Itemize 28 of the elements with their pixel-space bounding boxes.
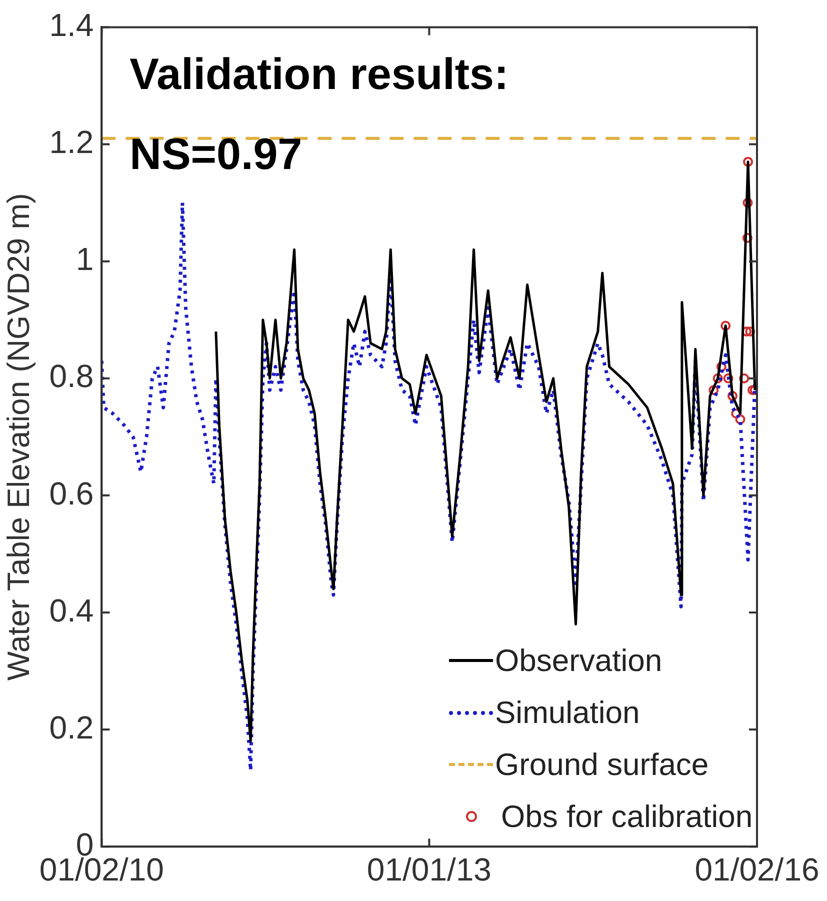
point (745, 326, 756, 337)
x-tick-label: 01/01/13 (366, 852, 492, 888)
y-tick-label: 0.4 (49, 592, 94, 628)
annotation: Validation results: (130, 50, 509, 100)
point (742, 232, 752, 243)
legend-label: Simulation (495, 694, 640, 731)
legend-label: Ground surface (495, 746, 709, 783)
point (720, 320, 731, 331)
point (735, 414, 746, 424)
x-tick-label: 01/02/16 (694, 852, 820, 888)
y-axis-title: Water Table Elevation (NGVD29 m) (1, 193, 36, 681)
point (712, 373, 723, 384)
y-tick-label: 1 (76, 241, 94, 278)
point (742, 326, 752, 337)
y-tick-label: 1.4 (49, 7, 94, 44)
point (723, 373, 734, 384)
legend-label: Observation (495, 642, 662, 679)
point (716, 362, 726, 372)
legend-label: Obs for calibration (501, 798, 753, 835)
y-tick-label: 0.6 (49, 475, 94, 512)
point (708, 385, 719, 396)
y-tick-label: 1.2 (49, 124, 94, 160)
point (743, 156, 754, 167)
y-tick-label: 0.8 (49, 358, 94, 394)
point (739, 373, 750, 384)
annotation: NS=0.97 (130, 130, 302, 180)
y-tick-label: 0.2 (49, 709, 94, 746)
point (727, 390, 738, 401)
